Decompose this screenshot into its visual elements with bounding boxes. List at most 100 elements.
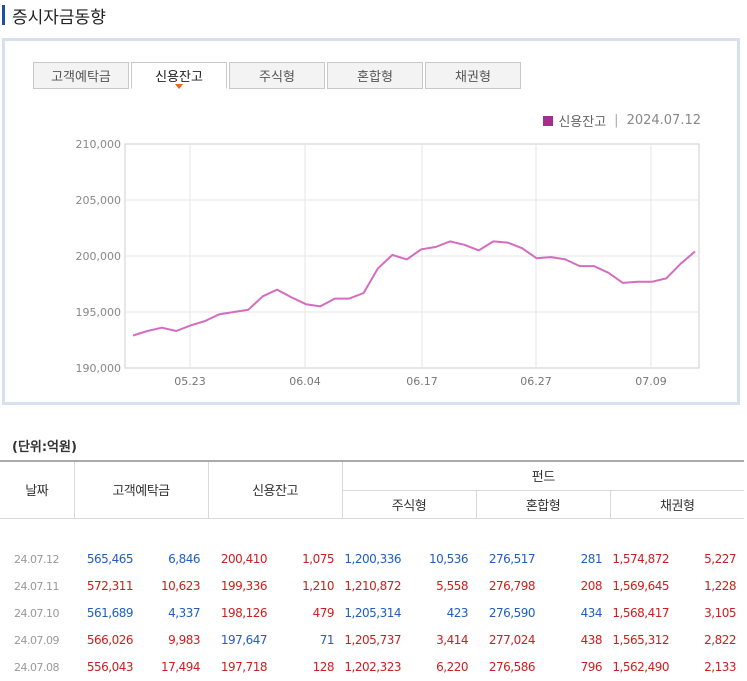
row-date: 24.07.09 xyxy=(14,633,59,647)
cell-mixed: 276,586 xyxy=(488,660,536,674)
cell-credit-chg: 71 xyxy=(319,633,335,647)
cell-credit-chg: 128 xyxy=(312,660,335,674)
cell-stock: 1,205,314 xyxy=(344,606,401,620)
cell-deposit-chg: 4,337 xyxy=(168,606,200,620)
cell-bond: 1,562,490 xyxy=(612,660,669,674)
header-deposit: 고객예탁금 xyxy=(73,460,209,519)
fund-flow-table: 날짜 고객예탁금 신용잔고 펀드 주식형 혼합형 채권형 24.07.12 565… xyxy=(0,460,744,681)
cell-credit-chg: 479 xyxy=(312,606,335,620)
cell-stock-chg: 6,220 xyxy=(436,660,468,674)
page-header: 증시자금동향 xyxy=(2,4,106,28)
x-tick-label: 06.17 xyxy=(406,375,438,388)
legend-series-name: 신용잔고 xyxy=(558,115,607,130)
cell-deposit: 572,311 xyxy=(86,579,134,593)
x-tick-label: 06.04 xyxy=(289,375,321,388)
cell-deposit: 561,689 xyxy=(86,606,134,620)
cell-mixed-chg: 281 xyxy=(580,552,603,566)
row-date: 24.07.10 xyxy=(14,606,59,620)
cell-mixed-chg: 796 xyxy=(580,660,603,674)
cell-stock-chg: 5,558 xyxy=(436,579,468,593)
row-date: 24.07.12 xyxy=(14,552,59,566)
cell-mixed: 276,590 xyxy=(488,606,536,620)
header-stock: 주식형 xyxy=(341,489,477,519)
cell-deposit-chg: 9,983 xyxy=(168,633,200,647)
cell-bond-chg: 2,133 xyxy=(704,660,736,674)
table-row: 24.07.09 566,026 9,983 197,647 71 1,205,737 3,… xyxy=(0,627,744,654)
row-date: 24.07.08 xyxy=(14,660,59,674)
cell-mixed-chg: 208 xyxy=(580,579,603,593)
active-tab-caret-icon xyxy=(175,84,183,89)
cell-stock: 1,210,872 xyxy=(344,579,401,593)
cell-credit: 198,126 xyxy=(220,606,268,620)
table-body: 24.07.12 565,465 6,846 200,410 1,075 1,200,33… xyxy=(0,546,744,681)
cell-bond: 1,568,417 xyxy=(612,606,669,620)
cell-credit: 200,410 xyxy=(220,552,268,566)
y-tick-label: 195,000 xyxy=(76,306,122,319)
page-title: 증시자금동향 xyxy=(12,7,106,28)
cell-bond-chg: 5,227 xyxy=(704,552,736,566)
tab-label: 혼합형 xyxy=(357,70,393,85)
cell-bond-chg: 1,228 xyxy=(704,579,736,593)
header-fund: 펀드 xyxy=(341,460,744,491)
header-credit: 신용잔고 xyxy=(207,460,343,519)
cell-credit: 197,647 xyxy=(220,633,268,647)
cell-stock: 1,200,336 xyxy=(344,552,401,566)
chart-legend: 신용잔고 | 2024.07.12 xyxy=(543,111,701,130)
x-tick-label: 06.27 xyxy=(520,375,552,388)
legend-swatch xyxy=(543,115,554,126)
cell-credit: 197,718 xyxy=(220,660,268,674)
cell-mixed: 276,517 xyxy=(488,552,536,566)
cell-stock-chg: 423 xyxy=(446,606,469,620)
cell-bond-chg: 3,105 xyxy=(704,606,736,620)
cell-deposit: 566,026 xyxy=(86,633,134,647)
y-tick-label: 200,000 xyxy=(76,250,122,263)
series-line-credit-balance xyxy=(132,240,696,337)
cell-credit-chg: 1,075 xyxy=(302,552,334,566)
header-bond: 채권형 xyxy=(609,489,744,519)
tab-bar: 고객예탁금 신용잔고 주식형 혼합형 채권형 xyxy=(33,62,523,89)
tab-stock-fund[interactable]: 주식형 xyxy=(229,62,325,89)
tab-bond-fund[interactable]: 채권형 xyxy=(425,62,521,89)
cell-stock-chg: 3,414 xyxy=(436,633,468,647)
cell-deposit: 556,043 xyxy=(86,660,134,674)
table-row: 24.07.11 572,311 10,623 199,336 1,210 1,210,8… xyxy=(0,573,744,600)
cell-deposit-chg: 17,494 xyxy=(161,660,201,674)
legend-separator: | xyxy=(614,113,619,128)
cell-mixed: 277,024 xyxy=(488,633,536,647)
cell-credit-chg: 1,210 xyxy=(302,579,334,593)
cell-mixed-chg: 434 xyxy=(580,606,603,620)
table-row: 24.07.08 556,043 17,494 197,718 128 1,202,323… xyxy=(0,654,744,681)
title-accent-bar xyxy=(2,5,5,25)
header-date: 날짜 xyxy=(0,460,75,519)
tab-label: 채권형 xyxy=(455,70,491,85)
cell-bond: 1,569,645 xyxy=(612,579,669,593)
cell-mixed: 276,798 xyxy=(488,579,536,593)
cell-mixed-chg: 438 xyxy=(580,633,603,647)
tab-label: 주식형 xyxy=(259,70,295,85)
tab-label: 고객예탁금 xyxy=(51,70,111,85)
cell-deposit-chg: 10,623 xyxy=(161,579,201,593)
chart-panel: 고객예탁금 신용잔고 주식형 혼합형 채권형 신용잔고 | 2024.07.12… xyxy=(2,38,740,405)
unit-label: (단위:억원) xyxy=(12,440,77,455)
legend-date: 2024.07.12 xyxy=(626,113,701,128)
header-mixed: 혼합형 xyxy=(475,489,611,519)
x-tick-label: 05.23 xyxy=(174,375,206,388)
cell-bond: 1,574,872 xyxy=(612,552,669,566)
cell-bond: 1,565,312 xyxy=(612,633,669,647)
cell-stock: 1,202,323 xyxy=(344,660,401,674)
tab-mixed-fund[interactable]: 혼합형 xyxy=(327,62,423,89)
cell-deposit: 565,465 xyxy=(86,552,134,566)
x-tick-label: 07.09 xyxy=(635,375,667,388)
credit-balance-line-chart: 210,000 205,000 200,000 195,000 190,000 05.23… xyxy=(76,138,700,388)
cell-credit: 199,336 xyxy=(220,579,268,593)
cell-stock: 1,205,737 xyxy=(344,633,401,647)
table-row: 24.07.10 561,689 4,337 198,126 479 1,205,314 4… xyxy=(0,600,744,627)
tab-deposit[interactable]: 고객예탁금 xyxy=(33,62,129,89)
y-tick-label: 210,000 xyxy=(76,138,122,151)
table-row: 24.07.12 565,465 6,846 200,410 1,075 1,200,33… xyxy=(0,546,744,573)
cell-stock-chg: 10,536 xyxy=(429,552,469,566)
tab-credit[interactable]: 신용잔고 xyxy=(131,62,227,89)
tab-label: 신용잔고 xyxy=(155,70,203,85)
y-tick-label: 190,000 xyxy=(76,362,122,375)
row-date: 24.07.11 xyxy=(14,579,59,593)
